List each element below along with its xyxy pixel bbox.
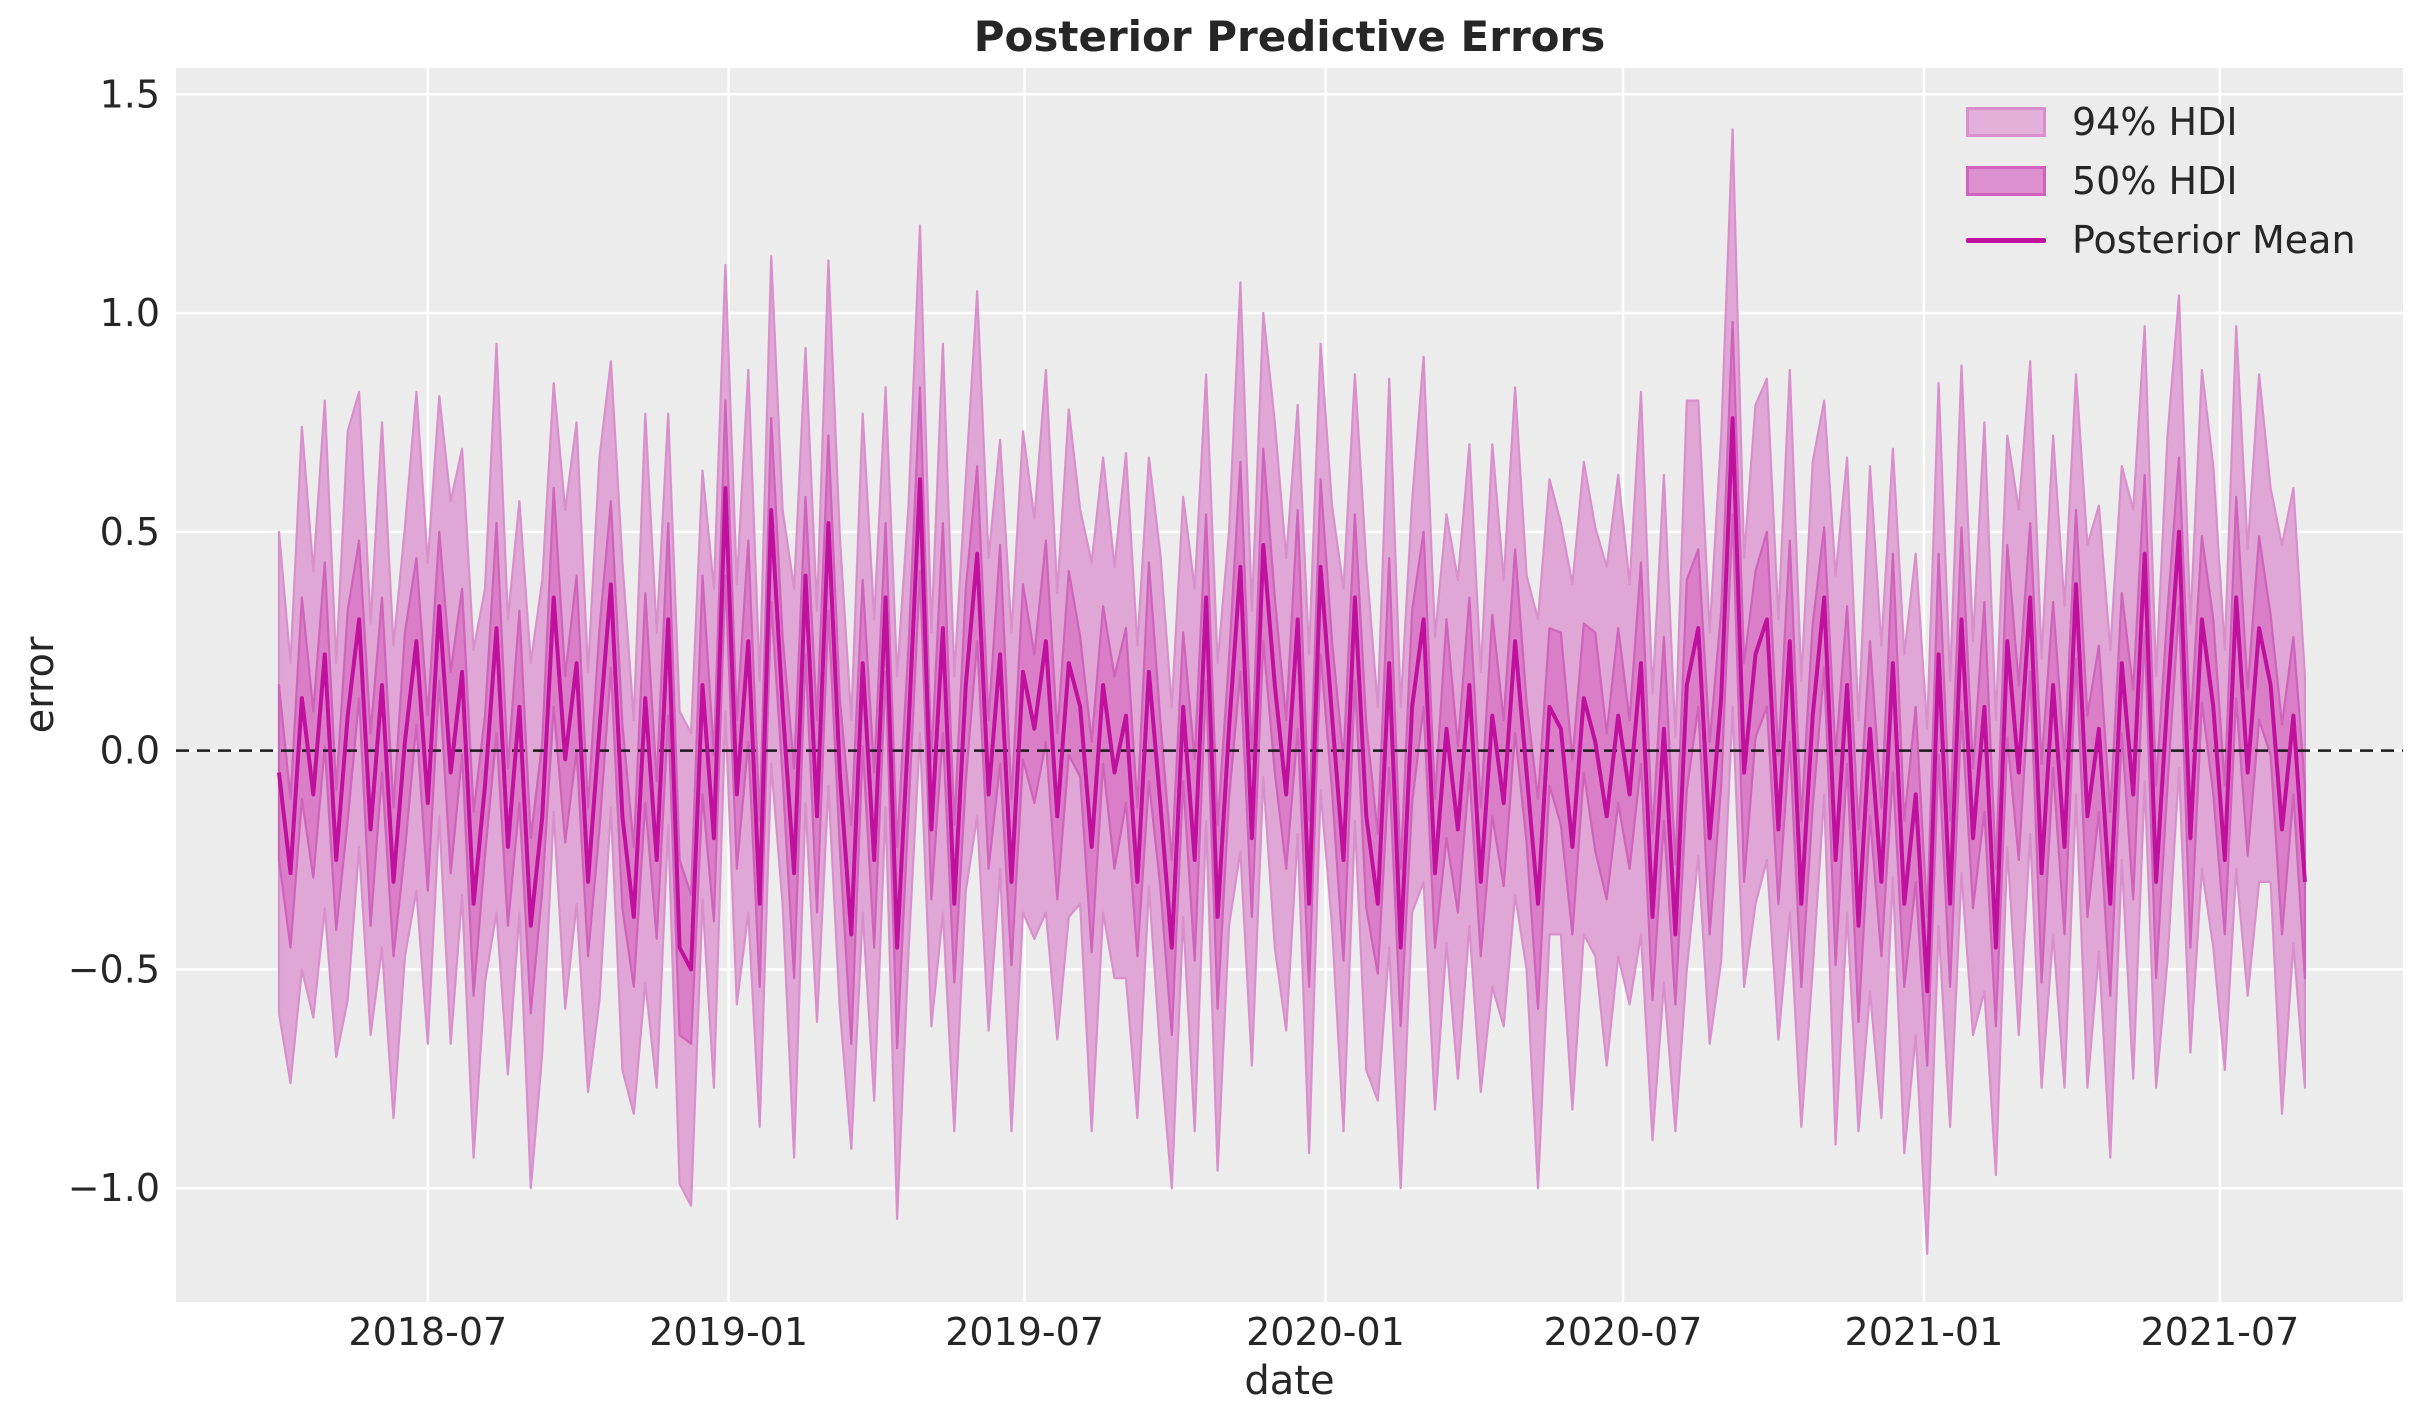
x-tick-label: 2020-01 bbox=[1246, 1310, 1405, 1354]
legend-label: 50% HDI bbox=[2072, 159, 2238, 203]
legend-item-posterior-mean: Posterior Mean bbox=[1966, 218, 2356, 262]
x-tick-label: 2018-07 bbox=[348, 1310, 507, 1354]
x-tick-label: 2021-01 bbox=[1845, 1310, 2004, 1354]
legend: 94% HDI 50% HDI Posterior Mean bbox=[1966, 100, 2356, 262]
hdi94-swatch-icon bbox=[1966, 107, 2046, 137]
y-tick-label: 1.5 bbox=[100, 72, 160, 116]
y-tick-label: −1.0 bbox=[68, 1166, 160, 1210]
y-tick-label: −0.5 bbox=[68, 947, 160, 991]
x-tick-label: 2020-07 bbox=[1544, 1310, 1703, 1354]
legend-item-50-hdi: 50% HDI bbox=[1966, 159, 2356, 203]
x-axis-label: date bbox=[1244, 1358, 1335, 1404]
y-tick-label: 0.5 bbox=[100, 510, 160, 554]
legend-item-94-hdi: 94% HDI bbox=[1966, 100, 2356, 144]
x-tick-label: 2019-07 bbox=[945, 1310, 1104, 1354]
legend-label: Posterior Mean bbox=[2072, 218, 2356, 262]
x-tick-label: 2019-01 bbox=[649, 1310, 808, 1354]
posterior-mean-line bbox=[277, 416, 2307, 994]
y-tick-label: 1.0 bbox=[100, 291, 160, 335]
legend-label: 94% HDI bbox=[2072, 100, 2238, 144]
mean-line-swatch-icon bbox=[1966, 237, 2046, 243]
hdi50-swatch-icon bbox=[1966, 166, 2046, 196]
chart-title: Posterior Predictive Errors bbox=[973, 12, 1606, 61]
y-tick-label: 0.0 bbox=[100, 729, 160, 773]
x-tick-label: 2021-07 bbox=[2140, 1310, 2299, 1354]
y-axis-label: error bbox=[17, 636, 63, 734]
